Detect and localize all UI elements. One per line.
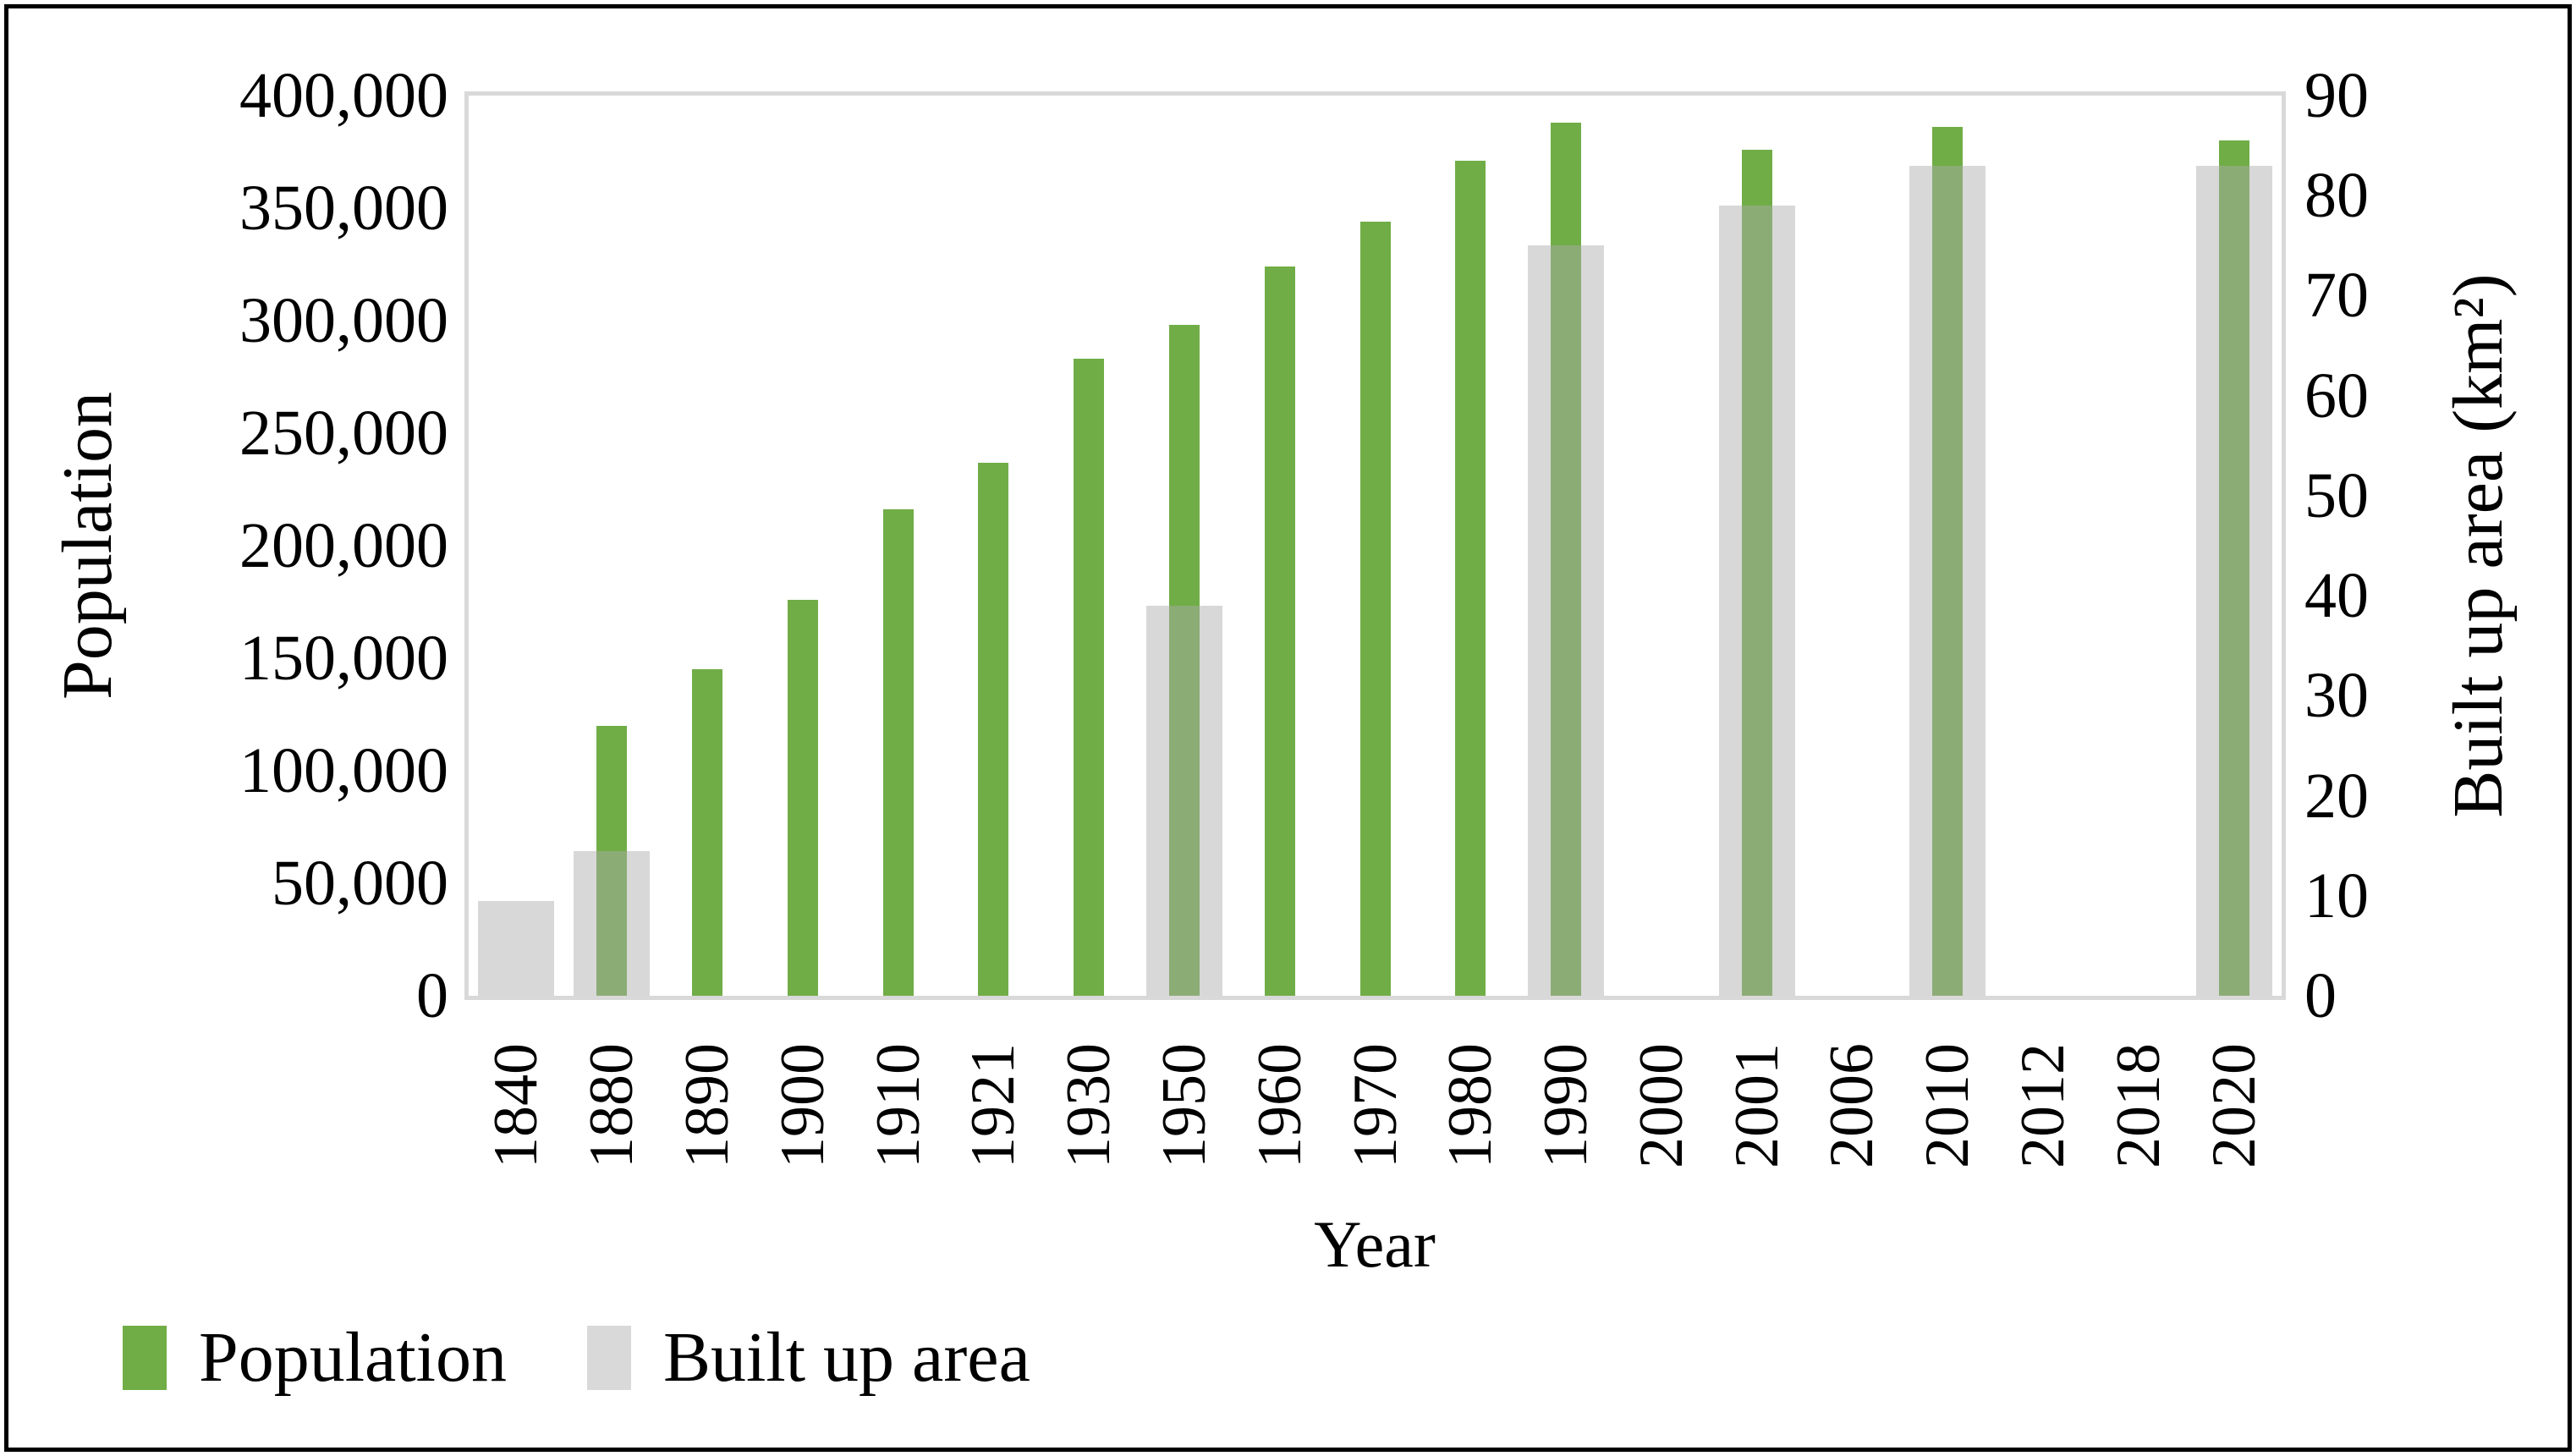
bar-built-up-area-2010 [1909, 165, 1986, 996]
bar-population-1900 [787, 599, 818, 996]
left-axis-tick-label: 200,000 [239, 510, 448, 581]
right-axis-tick-label: 50 [2304, 459, 2369, 531]
x-axis-tick-label: 2010 [1913, 1043, 1983, 1168]
x-axis-tick-label: 1900 [767, 1043, 838, 1168]
bar-population-1990 [1551, 122, 1582, 996]
bar-population-2001 [1741, 149, 1772, 996]
legend-item-population: Population [123, 1320, 507, 1396]
left-axis-tick-label: 250,000 [239, 398, 448, 469]
x-axis-tick-label: 1930 [1054, 1043, 1124, 1168]
right-axis-tick-label: 30 [2304, 660, 2369, 732]
x-axis-tick-label: 2020 [2199, 1043, 2269, 1168]
bar-population-1950 [1168, 325, 1200, 996]
left-axis-tick-label: 0 [416, 960, 448, 1031]
x-axis-tick-label: 1890 [672, 1043, 742, 1168]
x-axis-tick-label: 1880 [577, 1043, 647, 1168]
x-axis-tick-label: 2006 [1817, 1043, 1887, 1168]
bar-population-2010 [1932, 127, 1964, 996]
left-axis-tick-label: 100,000 [239, 735, 448, 806]
right-axis-tick-label: 20 [2304, 760, 2369, 832]
right-axis-tick-label: 70 [2304, 260, 2369, 332]
legend-label-built-up-area: Built up area [663, 1318, 1030, 1397]
bar-population-1890 [691, 669, 722, 996]
right-axis-tick-label: 0 [2304, 960, 2337, 1031]
legend: Population Built up area [0, 1320, 2576, 1396]
right-axis-tick-label: 40 [2304, 560, 2369, 632]
x-axis-tick-label: 1840 [481, 1043, 552, 1168]
left-axis-tick-label: 50,000 [272, 848, 448, 919]
right-axis-tick-label: 60 [2304, 360, 2369, 431]
legend-swatch-population [123, 1326, 167, 1390]
bar-population-1921 [978, 462, 1009, 996]
x-axis-title: Year [1314, 1207, 1436, 1281]
x-axis-tick-label: 2018 [2103, 1043, 2173, 1168]
right-axis-tick-label: 80 [2304, 160, 2369, 232]
legend-swatch-built-up-area [587, 1326, 631, 1390]
bar-built-up-area-2001 [1718, 206, 1795, 996]
right-axis-tick-label: 10 [2304, 860, 2369, 931]
bar-population-2020 [2218, 140, 2249, 996]
bar-population-1930 [1074, 359, 1105, 996]
legend-label-population: Population [199, 1318, 508, 1397]
left-axis-title: Population [48, 392, 127, 701]
x-axis-tick-label: 1921 [958, 1043, 1029, 1168]
bar-population-1970 [1359, 221, 1391, 996]
bar-built-up-area-1950 [1145, 605, 1222, 996]
left-axis-tick-label: 400,000 [239, 60, 448, 131]
right-axis-title: Built up area (km²) [2439, 273, 2518, 818]
x-axis-tick-label: 1910 [863, 1043, 933, 1168]
bar-built-up-area-2020 [2195, 165, 2272, 996]
left-axis-tick-label: 300,000 [239, 285, 448, 356]
bar-built-up-area-1990 [1528, 245, 1605, 996]
left-axis-tick-label: 150,000 [239, 623, 448, 694]
bar-population-1880 [596, 725, 628, 996]
right-axis-tick-label: 90 [2304, 60, 2369, 131]
bar-population-1960 [1264, 266, 1295, 996]
bar-population-1980 [1455, 161, 1486, 996]
left-axis-tick-label: 350,000 [239, 173, 448, 244]
x-axis-tick-label: 2012 [2008, 1043, 2079, 1168]
bar-built-up-area-1880 [574, 850, 651, 996]
legend-item-built-up-area: Built up area [587, 1320, 1030, 1396]
plot-area [464, 91, 2286, 1000]
bar-population-1910 [882, 509, 914, 996]
bar-built-up-area-1840 [478, 900, 555, 996]
x-axis-tick-label: 2000 [1626, 1043, 1696, 1168]
x-axis-tick-label: 2001 [1722, 1043, 1792, 1168]
